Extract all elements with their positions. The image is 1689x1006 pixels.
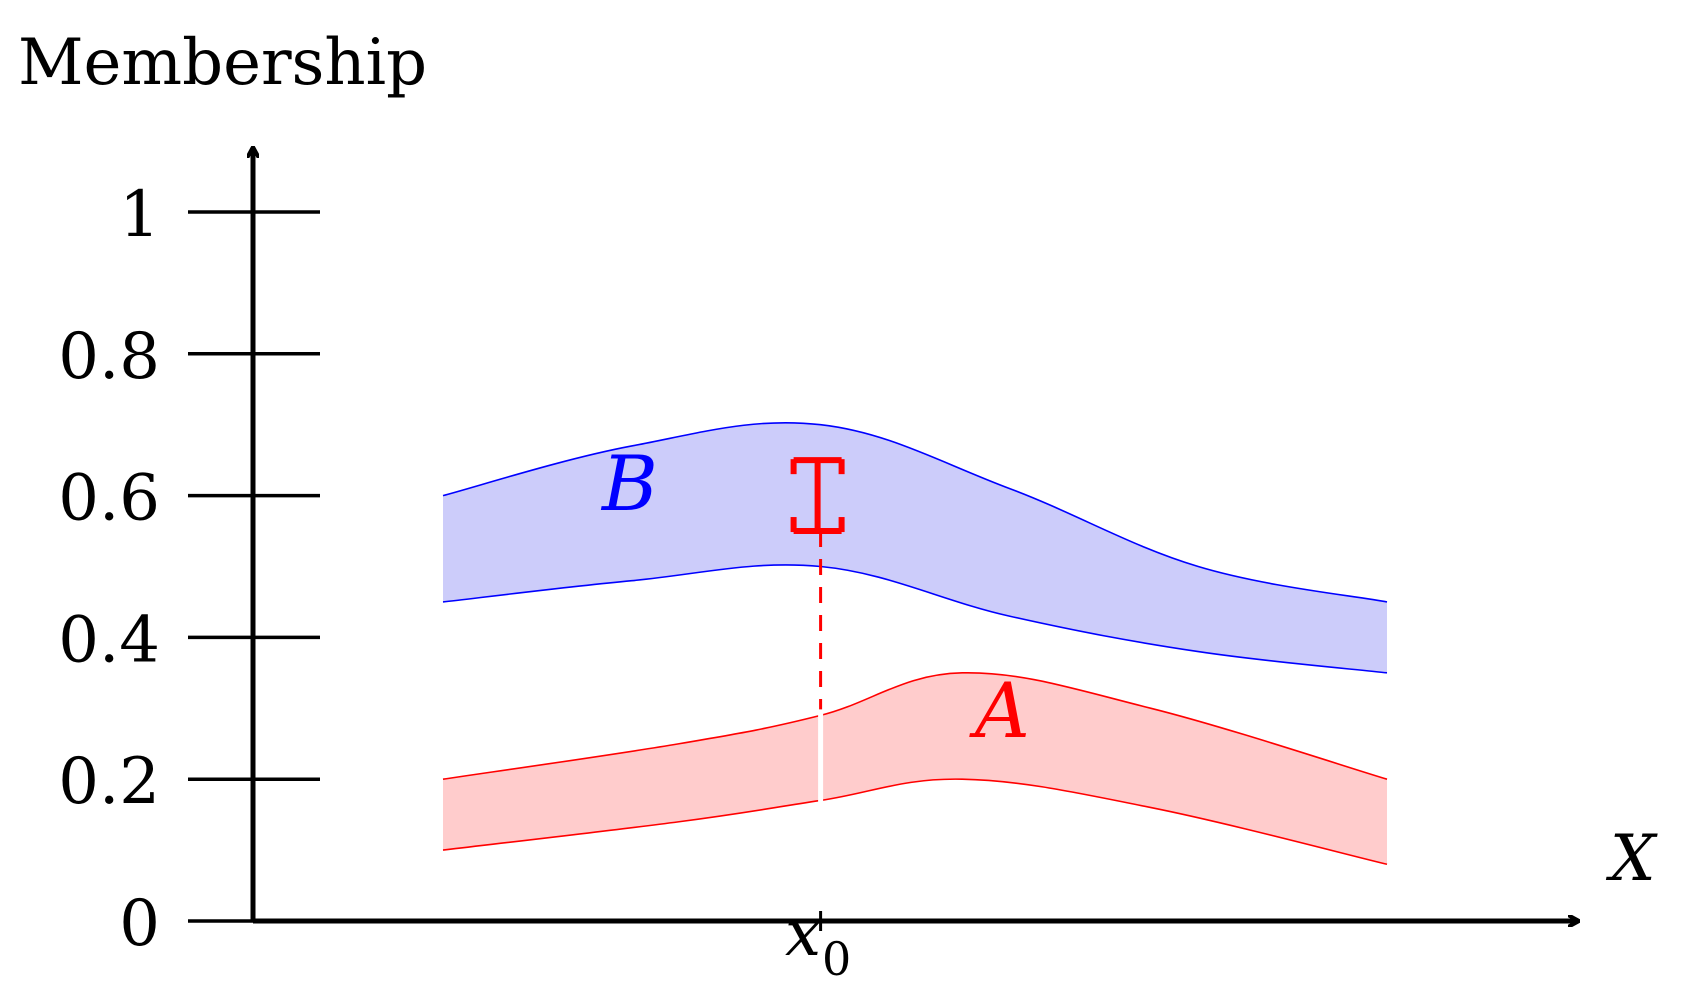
- band-b-lower: [442, 564, 1388, 674]
- y-tick-label-2: 0.4: [58, 603, 160, 677]
- y-tick-label-0: 0: [119, 887, 160, 961]
- annotation-layer: [790, 457, 845, 807]
- band-b-upper: [442, 421, 1388, 603]
- axes-layer: 0 0.2 0.4 0.6 0.8 1: [58, 148, 1578, 961]
- bands-layer: [442, 421, 1388, 866]
- band-a-lower: [442, 778, 1388, 866]
- x-axis-title: X: [1605, 822, 1658, 896]
- band-a-fill: [443, 672, 1387, 865]
- y-tick-label-3: 0.6: [58, 462, 160, 536]
- y-axis-title: Membership: [18, 26, 427, 100]
- y-tick-label-4: 0.8: [58, 320, 160, 394]
- x0-label: x: [785, 897, 821, 971]
- y-tick-label-5: 1: [119, 178, 160, 252]
- band-b-fill: [443, 422, 1387, 673]
- series-label-a: A: [969, 666, 1030, 755]
- band-a-upper: [442, 672, 1388, 780]
- series-label-b: B: [600, 439, 658, 528]
- x0-subscript: 0: [822, 932, 851, 986]
- y-tick-label-1: 0.2: [58, 745, 160, 819]
- x0-marker-label: x 0: [785, 897, 851, 986]
